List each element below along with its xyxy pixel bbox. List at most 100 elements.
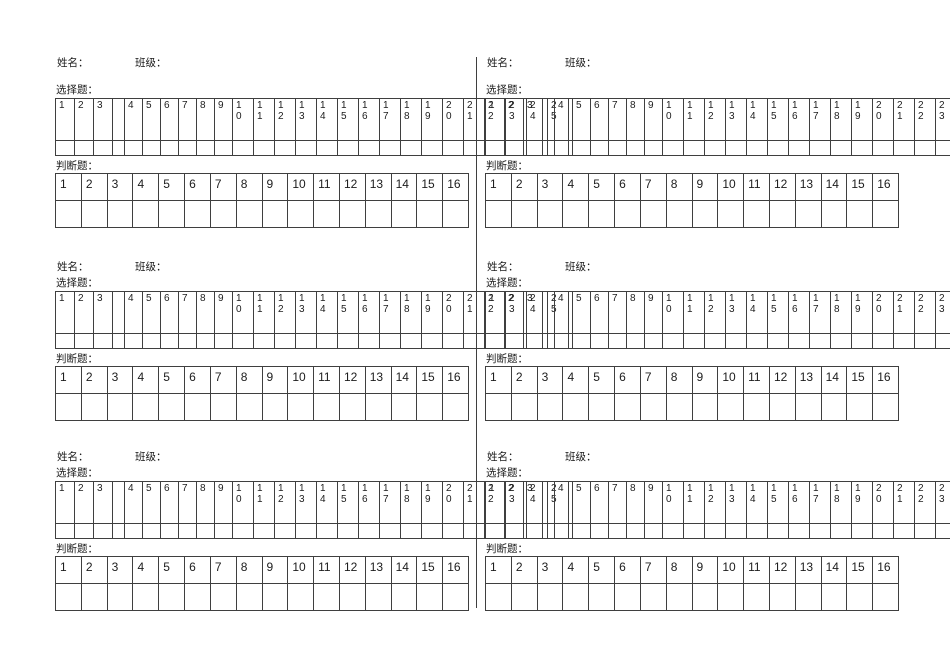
answer-cell[interactable] <box>214 523 233 539</box>
answer-cell[interactable] <box>379 140 401 156</box>
answer-cell[interactable] <box>106 393 134 421</box>
answer-cell[interactable] <box>160 523 179 539</box>
answer-cell[interactable] <box>364 583 392 611</box>
answer-cell[interactable] <box>614 393 641 421</box>
answer-cell[interactable] <box>542 333 555 349</box>
answer-cell[interactable] <box>337 523 359 539</box>
answer-cell[interactable] <box>80 393 108 421</box>
answer-cell[interactable] <box>178 523 197 539</box>
answer-cell[interactable] <box>665 393 693 421</box>
answer-cell[interactable] <box>504 333 524 349</box>
answer-cell[interactable] <box>893 523 915 539</box>
answer-cell[interactable] <box>830 333 852 349</box>
answer-cell[interactable] <box>536 393 564 421</box>
answer-cell[interactable] <box>209 393 237 421</box>
answer-cell[interactable] <box>132 200 160 228</box>
answer-cell[interactable] <box>358 140 380 156</box>
answer-cell[interactable] <box>572 140 591 156</box>
answer-cell[interactable] <box>196 140 215 156</box>
answer-cell[interactable] <box>935 140 950 156</box>
answer-cell[interactable] <box>935 523 950 539</box>
answer-cell[interactable] <box>142 523 161 539</box>
answer-cell[interactable] <box>232 140 254 156</box>
answer-cell[interactable] <box>830 140 852 156</box>
answer-cell[interactable] <box>639 583 667 611</box>
answer-cell[interactable] <box>416 393 444 421</box>
answer-cell[interactable] <box>209 583 237 611</box>
answer-cell[interactable] <box>662 140 684 156</box>
answer-cell[interactable] <box>390 583 418 611</box>
answer-cell[interactable] <box>158 200 186 228</box>
answer-cell[interactable] <box>626 523 645 539</box>
answer-cell[interactable] <box>872 583 899 611</box>
answer-cell[interactable] <box>287 200 315 228</box>
answer-cell[interactable] <box>608 140 627 156</box>
answer-cell[interactable] <box>463 523 485 539</box>
answer-cell[interactable] <box>725 333 747 349</box>
answer-cell[interactable] <box>338 583 366 611</box>
answer-cell[interactable] <box>743 583 770 611</box>
answer-cell[interactable] <box>704 333 726 349</box>
answer-cell[interactable] <box>683 140 705 156</box>
answer-cell[interactable] <box>554 140 573 156</box>
answer-cell[interactable] <box>55 583 82 611</box>
answer-cell[interactable] <box>235 393 263 421</box>
answer-cell[interactable] <box>74 523 94 539</box>
answer-cell[interactable] <box>160 333 179 349</box>
answer-cell[interactable] <box>846 393 874 421</box>
answer-cell[interactable] <box>767 333 789 349</box>
answer-cell[interactable] <box>644 140 663 156</box>
answer-cell[interactable] <box>485 200 512 228</box>
answer-cell[interactable] <box>316 523 338 539</box>
answer-cell[interactable] <box>55 200 82 228</box>
answer-cell[interactable] <box>295 333 317 349</box>
answer-cell[interactable] <box>442 140 464 156</box>
answer-cell[interactable] <box>662 333 684 349</box>
answer-cell[interactable] <box>390 393 418 421</box>
answer-cell[interactable] <box>80 583 108 611</box>
answer-cell[interactable] <box>112 523 125 539</box>
answer-cell[interactable] <box>184 200 211 228</box>
answer-cell[interactable] <box>743 393 770 421</box>
answer-cell[interactable] <box>463 333 485 349</box>
answer-cell[interactable] <box>261 393 289 421</box>
answer-cell[interactable] <box>542 140 555 156</box>
answer-cell[interactable] <box>442 200 469 228</box>
answer-cell[interactable] <box>572 523 591 539</box>
answer-cell[interactable] <box>261 583 289 611</box>
answer-cell[interactable] <box>178 140 197 156</box>
answer-cell[interactable] <box>914 140 936 156</box>
answer-cell[interactable] <box>523 333 543 349</box>
answer-cell[interactable] <box>338 393 366 421</box>
answer-cell[interactable] <box>379 523 401 539</box>
answer-cell[interactable] <box>485 140 505 156</box>
answer-cell[interactable] <box>523 523 543 539</box>
answer-cell[interactable] <box>572 333 591 349</box>
answer-cell[interactable] <box>295 523 317 539</box>
answer-cell[interactable] <box>463 140 485 156</box>
answer-cell[interactable] <box>536 200 564 228</box>
answer-cell[interactable] <box>390 200 418 228</box>
answer-cell[interactable] <box>358 333 380 349</box>
answer-cell[interactable] <box>536 583 564 611</box>
answer-cell[interactable] <box>274 140 296 156</box>
answer-cell[interactable] <box>788 523 810 539</box>
answer-cell[interactable] <box>746 140 768 156</box>
answer-cell[interactable] <box>74 333 94 349</box>
answer-cell[interactable] <box>485 333 505 349</box>
answer-cell[interactable] <box>510 200 538 228</box>
answer-cell[interactable] <box>158 583 186 611</box>
answer-cell[interactable] <box>590 333 609 349</box>
answer-cell[interactable] <box>872 333 894 349</box>
answer-cell[interactable] <box>665 583 693 611</box>
answer-cell[interactable] <box>124 333 143 349</box>
answer-cell[interactable] <box>872 393 899 421</box>
answer-cell[interactable] <box>421 333 443 349</box>
answer-cell[interactable] <box>872 140 894 156</box>
answer-cell[interactable] <box>820 393 848 421</box>
answer-cell[interactable] <box>253 140 275 156</box>
answer-cell[interactable] <box>504 523 524 539</box>
answer-cell[interactable] <box>261 200 289 228</box>
answer-cell[interactable] <box>588 393 616 421</box>
answer-cell[interactable] <box>691 393 719 421</box>
